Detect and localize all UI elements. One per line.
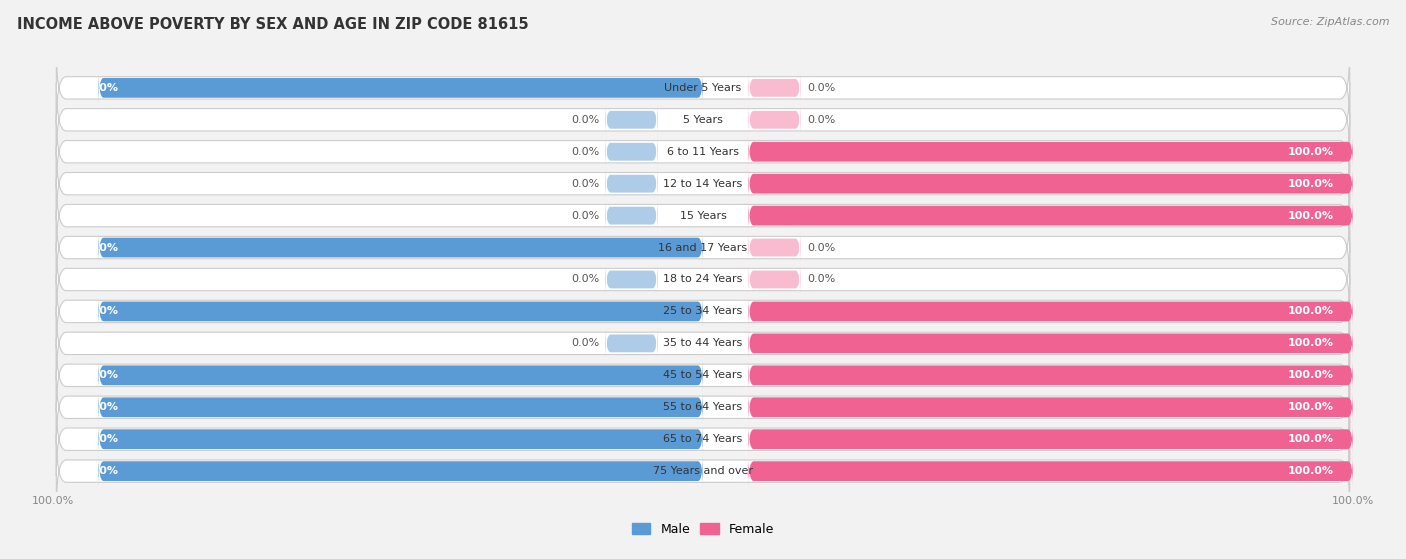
FancyBboxPatch shape: [56, 339, 1350, 412]
FancyBboxPatch shape: [748, 392, 1353, 423]
FancyBboxPatch shape: [56, 83, 1350, 157]
FancyBboxPatch shape: [56, 179, 1350, 252]
Text: 100.0%: 100.0%: [1288, 370, 1333, 380]
Text: 100.0%: 100.0%: [73, 434, 118, 444]
FancyBboxPatch shape: [748, 231, 800, 264]
FancyBboxPatch shape: [748, 168, 1353, 200]
Text: 55 to 64 Years: 55 to 64 Years: [664, 402, 742, 413]
FancyBboxPatch shape: [56, 211, 1350, 285]
Text: 0.0%: 0.0%: [571, 115, 599, 125]
Text: 0.0%: 0.0%: [571, 146, 599, 157]
Text: 100.0%: 100.0%: [1288, 466, 1333, 476]
Text: 0.0%: 0.0%: [571, 274, 599, 285]
FancyBboxPatch shape: [606, 167, 658, 200]
Text: 100.0%: 100.0%: [73, 243, 118, 253]
Text: 6 to 11 Years: 6 to 11 Years: [666, 146, 740, 157]
FancyBboxPatch shape: [56, 147, 1350, 220]
Text: 18 to 24 Years: 18 to 24 Years: [664, 274, 742, 285]
FancyBboxPatch shape: [98, 392, 703, 423]
FancyBboxPatch shape: [606, 263, 658, 296]
Text: 100.0%: 100.0%: [73, 370, 118, 380]
Text: Source: ZipAtlas.com: Source: ZipAtlas.com: [1271, 17, 1389, 27]
Text: 0.0%: 0.0%: [807, 115, 835, 125]
FancyBboxPatch shape: [56, 51, 1350, 125]
FancyBboxPatch shape: [56, 307, 1350, 380]
Text: 16 and 17 Years: 16 and 17 Years: [658, 243, 748, 253]
FancyBboxPatch shape: [748, 296, 1353, 327]
Text: 100.0%: 100.0%: [1288, 179, 1333, 189]
Text: 100.0%: 100.0%: [1288, 146, 1333, 157]
Text: 15 Years: 15 Years: [679, 211, 727, 221]
FancyBboxPatch shape: [56, 243, 1350, 316]
Text: 45 to 54 Years: 45 to 54 Years: [664, 370, 742, 380]
Text: 0.0%: 0.0%: [571, 211, 599, 221]
FancyBboxPatch shape: [56, 115, 1350, 188]
Text: 0.0%: 0.0%: [571, 179, 599, 189]
FancyBboxPatch shape: [748, 200, 1353, 231]
FancyBboxPatch shape: [748, 103, 800, 136]
FancyBboxPatch shape: [56, 371, 1350, 444]
FancyBboxPatch shape: [606, 135, 658, 168]
Text: 100.0%: 100.0%: [1288, 306, 1333, 316]
Text: 100.0%: 100.0%: [1288, 402, 1333, 413]
Text: 5 Years: 5 Years: [683, 115, 723, 125]
Text: 100.0%: 100.0%: [73, 402, 118, 413]
FancyBboxPatch shape: [748, 359, 1353, 391]
FancyBboxPatch shape: [56, 402, 1350, 476]
Text: 0.0%: 0.0%: [807, 274, 835, 285]
FancyBboxPatch shape: [748, 328, 1353, 359]
Text: 0.0%: 0.0%: [571, 338, 599, 348]
Text: 65 to 74 Years: 65 to 74 Years: [664, 434, 742, 444]
Text: 75 Years and over: 75 Years and over: [652, 466, 754, 476]
FancyBboxPatch shape: [98, 424, 703, 455]
Text: 100.0%: 100.0%: [73, 306, 118, 316]
Legend: Male, Female: Male, Female: [627, 518, 779, 541]
Text: 12 to 14 Years: 12 to 14 Years: [664, 179, 742, 189]
FancyBboxPatch shape: [98, 232, 703, 263]
Text: Under 5 Years: Under 5 Years: [665, 83, 741, 93]
Text: 100.0%: 100.0%: [73, 83, 118, 93]
FancyBboxPatch shape: [56, 274, 1350, 348]
Text: 0.0%: 0.0%: [807, 83, 835, 93]
FancyBboxPatch shape: [748, 71, 800, 105]
FancyBboxPatch shape: [748, 456, 1353, 487]
FancyBboxPatch shape: [98, 296, 703, 327]
Text: 25 to 34 Years: 25 to 34 Years: [664, 306, 742, 316]
FancyBboxPatch shape: [56, 434, 1350, 508]
Text: 0.0%: 0.0%: [807, 243, 835, 253]
FancyBboxPatch shape: [98, 359, 703, 391]
Text: 100.0%: 100.0%: [1288, 211, 1333, 221]
Text: 100.0%: 100.0%: [73, 466, 118, 476]
Text: 100.0%: 100.0%: [1288, 338, 1333, 348]
FancyBboxPatch shape: [606, 199, 658, 232]
Text: INCOME ABOVE POVERTY BY SEX AND AGE IN ZIP CODE 81615: INCOME ABOVE POVERTY BY SEX AND AGE IN Z…: [17, 17, 529, 32]
FancyBboxPatch shape: [748, 136, 1353, 167]
FancyBboxPatch shape: [606, 103, 658, 136]
FancyBboxPatch shape: [98, 72, 703, 103]
Text: 100.0%: 100.0%: [1288, 434, 1333, 444]
FancyBboxPatch shape: [606, 327, 658, 360]
Text: 35 to 44 Years: 35 to 44 Years: [664, 338, 742, 348]
FancyBboxPatch shape: [748, 424, 1353, 455]
FancyBboxPatch shape: [748, 263, 800, 296]
FancyBboxPatch shape: [98, 456, 703, 487]
